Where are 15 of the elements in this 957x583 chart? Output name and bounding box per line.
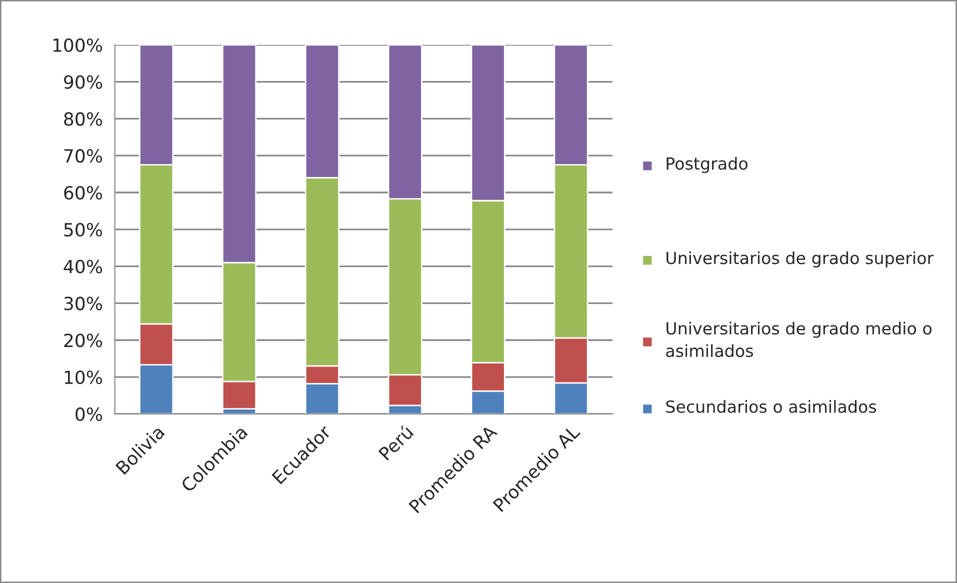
y-tick-label: 0% [76,407,102,422]
y-tick-label: 80% [64,112,102,126]
legend-label: Postgrado [666,156,748,174]
y-tick-label: 100% [53,38,102,52]
y-tick-label: 60% [64,186,102,200]
legend-label: Universitarios de grado superior [666,251,934,268]
y-tick-label: 50% [64,222,102,237]
y-tick-label: 40% [64,260,102,274]
y-tick-label: 70% [64,149,102,163]
y-tick-label: 30% [64,296,102,310]
y-tick-label: 90% [64,75,102,89]
legend-label: Secundarios o asimilados [666,400,876,413]
y-tick-label: 20% [64,334,102,348]
legend-label: Universitarios de grado medio o asimilados [666,322,932,358]
y-tick-label: 10% [64,370,102,384]
